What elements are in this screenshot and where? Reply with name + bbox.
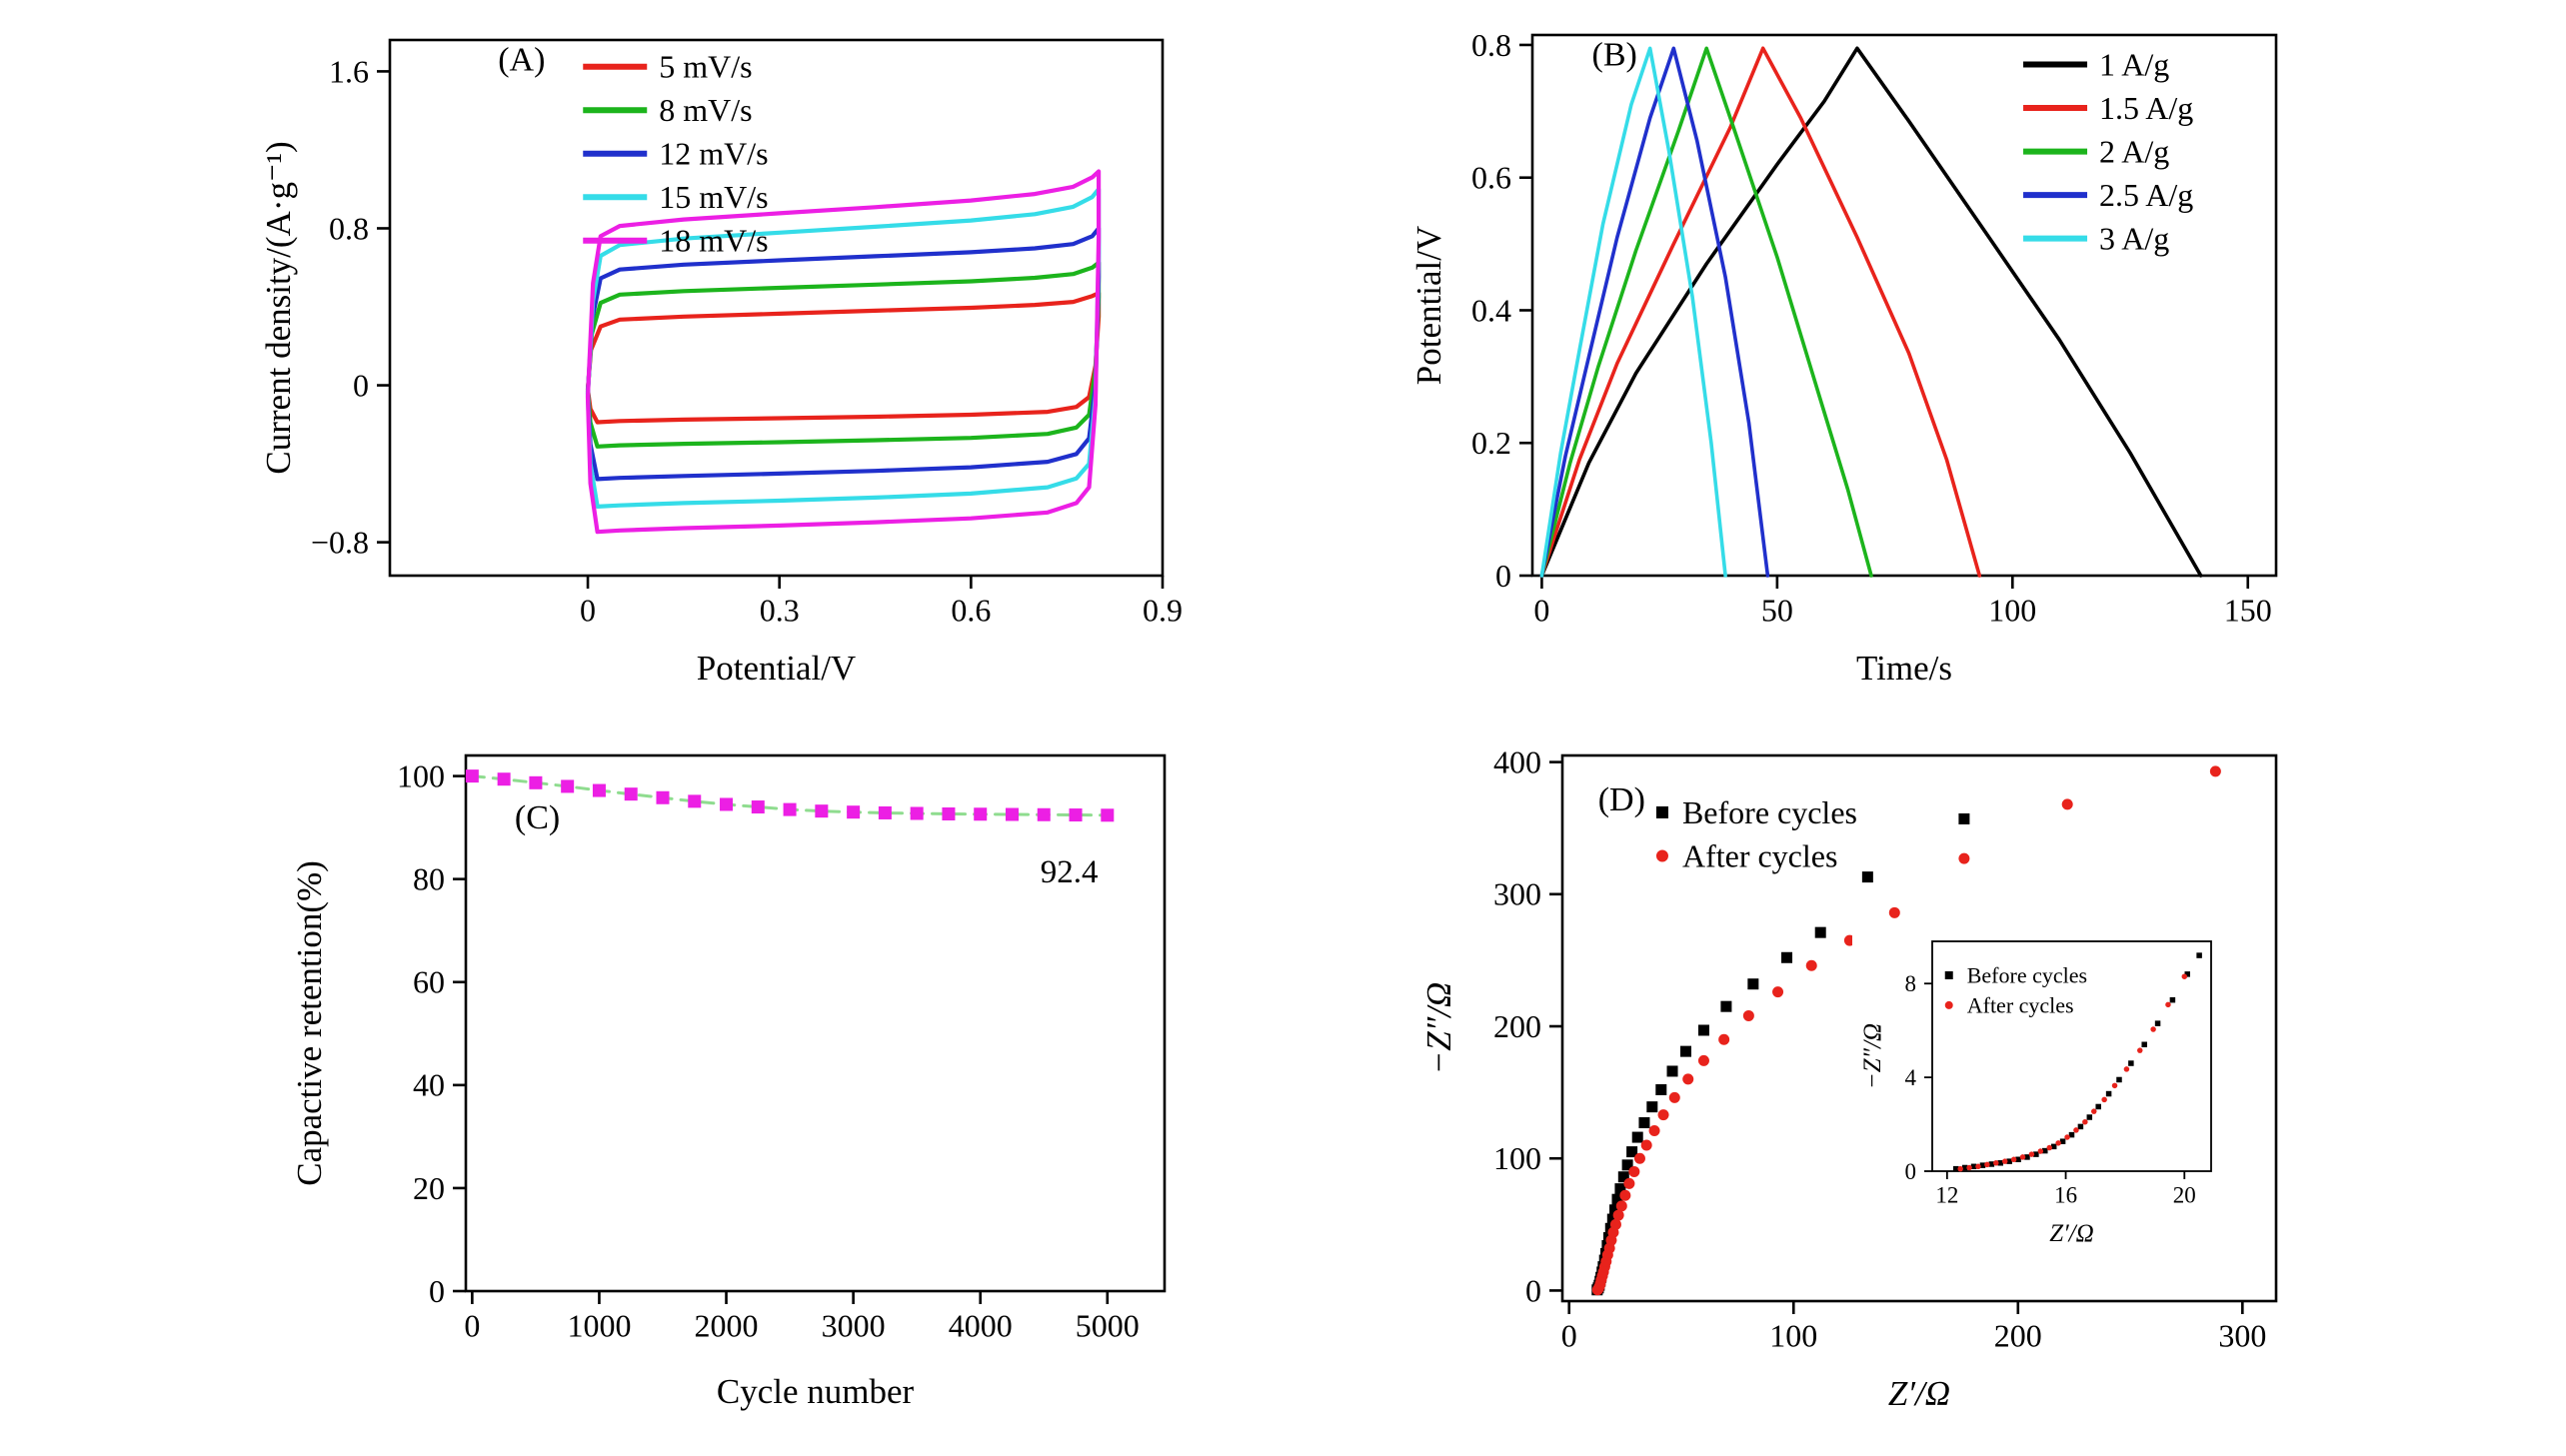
svg-text:12: 12 [1935,1182,1958,1207]
svg-text:(B): (B) [1592,36,1637,73]
panel-b-gcd-chart: 0 50 100 150 0 0.2 0.4 0.6 0.8 Time/s Potential/V (… [1283,0,2566,726]
svg-text:1.5 A/g: 1.5 A/g [2099,90,2193,126]
svg-text:Time/s: Time/s [1856,649,1952,688]
panel-a-cell: 0 0.3 0.6 0.9 −0.8 0 0.8 1.6 Potential/V Current … [0,0,1283,726]
svg-text:50: 50 [1761,593,1793,629]
svg-text:(A): (A) [498,41,545,78]
svg-text:Z′/Ω: Z′/Ω [2049,1220,2093,1247]
chart-svg-B: 0 50 100 150 0 0.2 0.4 0.6 0.8 Time/s Potential/V (… [1283,0,2566,726]
svg-text:20: 20 [413,1170,445,1206]
svg-text:0: 0 [1561,1318,1577,1354]
svg-text:8: 8 [1905,971,1917,996]
svg-text:200: 200 [1493,1008,1541,1044]
svg-text:0.9: 0.9 [1143,593,1183,629]
svg-text:0.4: 0.4 [1471,292,1511,328]
svg-text:400: 400 [1493,743,1541,779]
chart-svg-C: 0 1000 2000 3000 4000 5000 0 20 40 60 80 100 Cycle n… [0,726,1283,1451]
nyquist-inset-chart: 12 16 20 0 4 8 Z′/Ω −Z″/Ω Before cycles After cyc… [1852,927,2225,1259]
svg-text:After cycles: After cycles [1682,837,1837,873]
svg-text:100: 100 [1493,1140,1541,1176]
svg-text:(C): (C) [515,799,560,836]
svg-text:4000: 4000 [949,1308,1013,1344]
svg-text:0: 0 [464,1308,480,1344]
svg-text:Cycle number: Cycle number [717,1372,915,1411]
svg-text:300: 300 [2218,1318,2266,1354]
svg-text:5 mV/s: 5 mV/s [659,49,752,85]
svg-text:0.2: 0.2 [1471,425,1511,461]
svg-text:0: 0 [429,1273,445,1309]
svg-text:−Z″/Ω: −Z″/Ω [1859,1023,1886,1089]
panel-d-cell: 0 100 200 300 0 100 200 300 400 Z′/Ω −Z″/Ω (D) Befor… [1283,726,2566,1451]
svg-text:1 A/g: 1 A/g [2099,46,2169,82]
svg-text:0: 0 [580,593,596,629]
svg-text:2000: 2000 [695,1308,759,1344]
svg-text:18 mV/s: 18 mV/s [659,223,768,259]
panel-b-cell: 0 50 100 150 0 0.2 0.4 0.6 0.8 Time/s Potential/V (… [1283,0,2566,726]
svg-text:100: 100 [397,757,445,793]
svg-text:0: 0 [1495,558,1511,594]
svg-text:Current density/(A·g⁻¹): Current density/(A·g⁻¹) [259,141,298,474]
svg-text:92.4: 92.4 [1041,854,1099,890]
svg-text:100: 100 [1769,1318,1817,1354]
svg-text:40: 40 [413,1067,445,1103]
svg-text:0.3: 0.3 [760,593,800,629]
chart-svg-D_inset: 12 16 20 0 4 8 Z′/Ω −Z″/Ω Before cycles After cyc… [1852,927,2225,1259]
svg-text:Potential/V: Potential/V [1409,226,1448,385]
svg-text:−Z″/Ω: −Z″/Ω [1419,982,1458,1075]
svg-text:0: 0 [353,367,369,403]
svg-text:5000: 5000 [1076,1308,1140,1344]
svg-text:Before cycles: Before cycles [1967,962,2087,987]
svg-text:15 mV/s: 15 mV/s [659,179,768,215]
panel-c-cycling-retention-chart: 0 1000 2000 3000 4000 5000 0 20 40 60 80 100 Cycle n… [0,726,1283,1451]
svg-text:(D): (D) [1598,781,1645,818]
svg-text:2 A/g: 2 A/g [2099,133,2169,169]
svg-text:0.8: 0.8 [329,210,369,246]
svg-text:150: 150 [2224,593,2272,629]
svg-text:1.6: 1.6 [329,53,369,89]
svg-text:Z′/Ω: Z′/Ω [1888,1374,1950,1413]
svg-text:200: 200 [1994,1318,2042,1354]
svg-text:2.5 A/g: 2.5 A/g [2099,177,2193,213]
svg-text:0: 0 [1525,1272,1541,1308]
svg-text:0: 0 [1533,593,1549,629]
svg-text:0.8: 0.8 [1471,27,1511,63]
svg-text:0.6: 0.6 [951,593,991,629]
svg-text:3000: 3000 [822,1308,886,1344]
svg-text:−0.8: −0.8 [311,525,369,561]
svg-text:8 mV/s: 8 mV/s [659,92,752,128]
svg-text:0.6: 0.6 [1471,160,1511,196]
svg-text:12 mV/s: 12 mV/s [659,136,768,172]
svg-text:3 A/g: 3 A/g [2099,220,2169,256]
svg-text:4: 4 [1905,1065,1917,1090]
svg-text:Potential/V: Potential/V [697,649,856,688]
panel-c-cell: 0 1000 2000 3000 4000 5000 0 20 40 60 80 100 Cycle n… [0,726,1283,1451]
svg-text:60: 60 [413,964,445,1000]
panel-a-cv-chart: 0 0.3 0.6 0.9 −0.8 0 0.8 1.6 Potential/V Current … [0,0,1283,726]
svg-text:20: 20 [2173,1182,2196,1207]
svg-text:1000: 1000 [567,1308,631,1344]
svg-text:0: 0 [1905,1159,1917,1184]
svg-text:16: 16 [2054,1182,2077,1207]
svg-text:Capactive retention(%): Capactive retention(%) [290,860,329,1186]
chart-svg-A: 0 0.3 0.6 0.9 −0.8 0 0.8 1.6 Potential/V Current … [0,0,1283,726]
svg-text:300: 300 [1493,876,1541,912]
svg-text:80: 80 [413,861,445,897]
svg-text:After cycles: After cycles [1967,992,2074,1017]
svg-text:Before cycles: Before cycles [1682,794,1857,830]
svg-text:100: 100 [1988,593,2036,629]
